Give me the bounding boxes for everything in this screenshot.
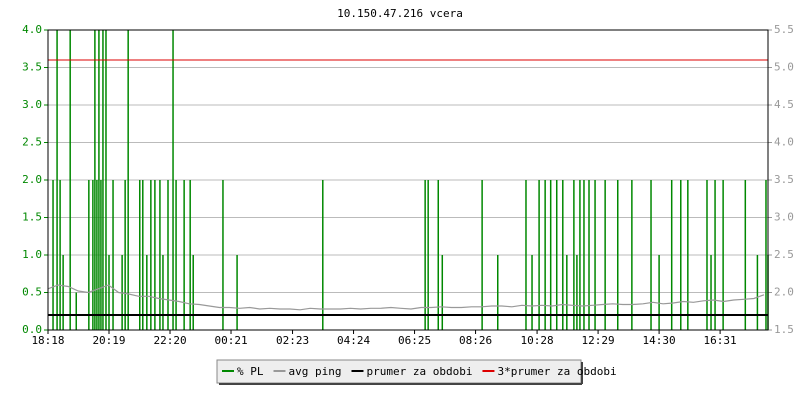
x-tick-label: 12:29 bbox=[582, 334, 615, 347]
x-tick-label: 20:19 bbox=[92, 334, 125, 347]
x-tick-label: 10:28 bbox=[521, 334, 554, 347]
legend-label: avg ping bbox=[289, 365, 342, 378]
y2-tick-label: 2.5 bbox=[774, 248, 794, 261]
y2-tick-label: 5.5 bbox=[774, 23, 794, 36]
y-tick-label: 3.5 bbox=[22, 61, 42, 74]
y-tick-label: 1.0 bbox=[22, 248, 42, 261]
y2-tick-label: 1.5 bbox=[774, 323, 794, 336]
y2-tick-label: 3.5 bbox=[774, 173, 794, 186]
y2-tick-label: 2.0 bbox=[774, 286, 794, 299]
x-tick-label: 18:18 bbox=[31, 334, 64, 347]
x-tick-label: 02:23 bbox=[276, 334, 309, 347]
y-tick-label: 3.0 bbox=[22, 98, 42, 111]
x-tick-label: 08:26 bbox=[459, 334, 492, 347]
x-tick-label: 14:30 bbox=[643, 334, 676, 347]
x-tick-label: 22:20 bbox=[153, 334, 186, 347]
y-tick-label: 4.0 bbox=[22, 23, 42, 36]
x-tick-label: 04:24 bbox=[337, 334, 370, 347]
y-tick-label: 2.0 bbox=[22, 173, 42, 186]
x-tick-label: 00:21 bbox=[214, 334, 247, 347]
y-tick-label: 0.5 bbox=[22, 286, 42, 299]
x-tick-label: 16:31 bbox=[704, 334, 737, 347]
plot-frame bbox=[47, 29, 769, 331]
y2-tick-label: 3.0 bbox=[774, 211, 794, 224]
y-tick-label: 2.5 bbox=[22, 136, 42, 149]
chart-title: 10.150.47.216 vcera bbox=[337, 7, 463, 20]
y2-tick-label: 4.0 bbox=[774, 136, 794, 149]
ping-line bbox=[47, 284, 765, 311]
legend-label: prumer za obdobi bbox=[366, 365, 472, 378]
x-tick-label: 06:25 bbox=[398, 334, 431, 347]
y2-tick-label: 4.5 bbox=[774, 98, 794, 111]
legend-label: % PL bbox=[237, 365, 264, 378]
y2-tick-label: 5.0 bbox=[774, 61, 794, 74]
legend-label: 3*prumer za obdobi bbox=[497, 365, 616, 378]
y-tick-label: 1.5 bbox=[22, 211, 42, 224]
y-tick-label: 0.0 bbox=[22, 323, 42, 336]
